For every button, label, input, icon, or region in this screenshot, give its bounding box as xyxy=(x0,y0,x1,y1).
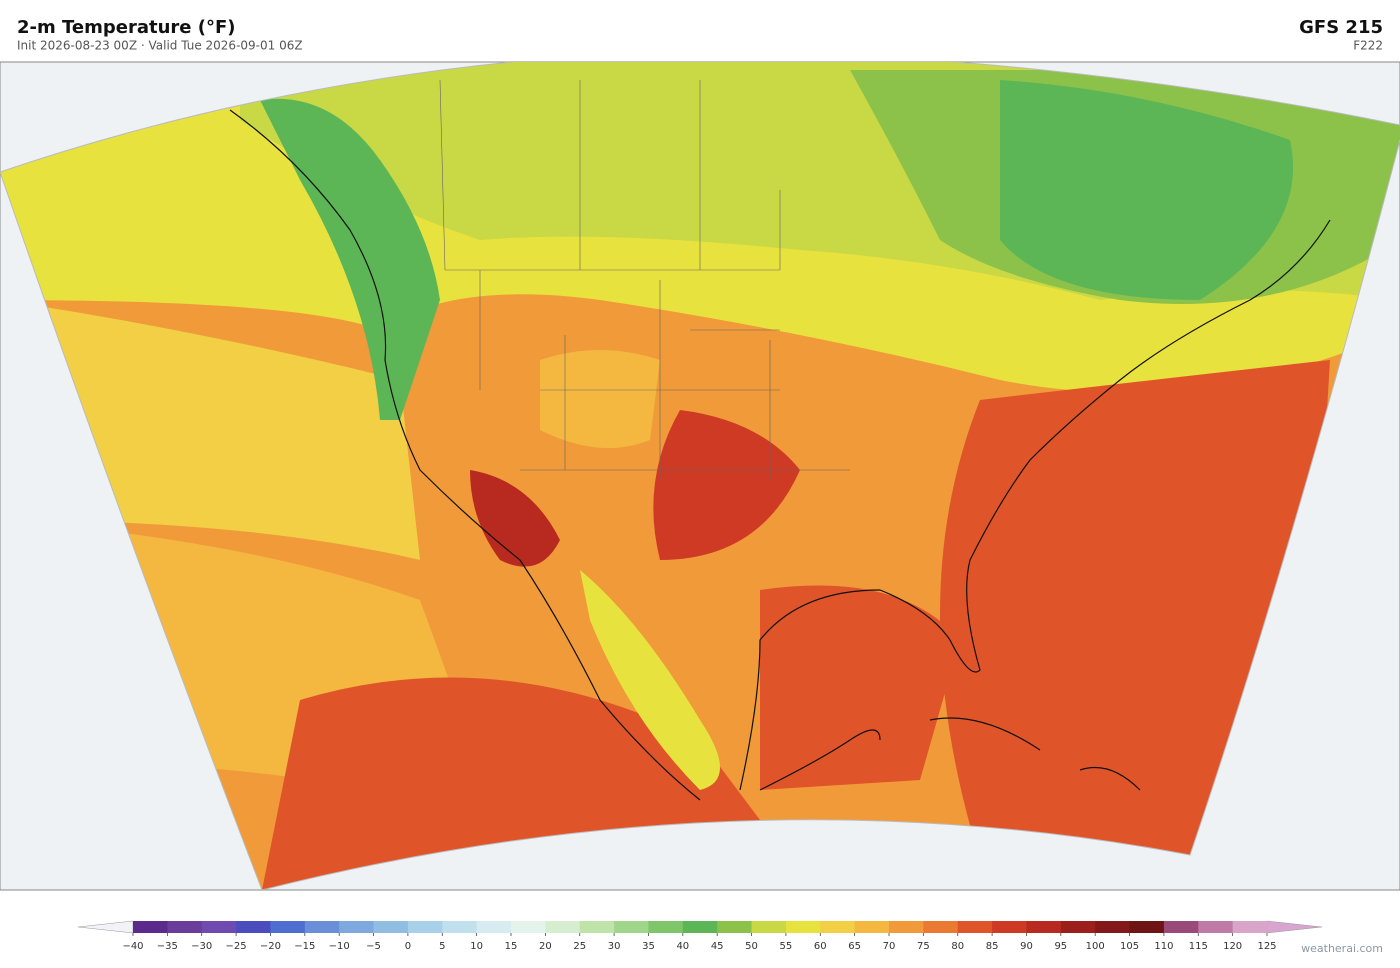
colorbar-swatch xyxy=(201,921,237,933)
colorbar-tick-label: −20 xyxy=(260,941,281,952)
colorbar-tick-label: 20 xyxy=(539,941,552,952)
colorbar-tick-label: −10 xyxy=(329,941,350,952)
subtitle: Init 2026-08-23 00Z · Valid Tue 2026-09-… xyxy=(17,39,303,53)
colorbar-tick-label: 35 xyxy=(642,941,655,952)
colorbar-tick-label: 80 xyxy=(951,941,964,952)
colorbar-swatch xyxy=(751,921,787,933)
colorbar-tick-label: 55 xyxy=(780,941,793,952)
model-label: GFS 215 xyxy=(1299,17,1383,38)
colorbar-swatch xyxy=(1026,921,1062,933)
colorbar-swatch xyxy=(1232,921,1268,933)
colorbar-tick-label: 125 xyxy=(1257,941,1276,952)
colorbar-swatch xyxy=(1129,921,1165,933)
colorbar-swatch xyxy=(1163,921,1199,933)
colorbar-swatch xyxy=(373,921,409,933)
colorbar-swatch xyxy=(648,921,684,933)
colorbar: −40 −35 −30 −25 −20 −15 −10 −5 0 5 10 15 20 25 30 35 40 4… xyxy=(77,920,1323,952)
colorbar-swatch xyxy=(236,921,271,933)
colorbar-swatch xyxy=(957,921,993,933)
colorbar-swatch xyxy=(889,921,924,933)
colorbar-tick-label: 90 xyxy=(1020,941,1033,952)
colorbar-swatch xyxy=(1095,921,1131,933)
colorbar-tick-label: 65 xyxy=(848,941,861,952)
colorbar-tick-label: 30 xyxy=(608,941,621,952)
colorbar-swatch xyxy=(339,921,375,933)
colorbar-swatch xyxy=(923,921,959,933)
colorbar-tick-label: 75 xyxy=(917,941,930,952)
colorbar-swatch xyxy=(407,921,443,933)
colorbar-swatch xyxy=(270,921,306,933)
title: 2-m Temperature (°F) xyxy=(17,17,236,38)
colorbar-tick-label: −35 xyxy=(157,941,178,952)
colorbar-swatch xyxy=(167,921,203,933)
watermark: weatherai.com xyxy=(1301,942,1383,955)
colorbar-swatch xyxy=(442,921,478,933)
colorbar-swatch xyxy=(304,921,340,933)
colorbar-swatch xyxy=(1060,921,1096,933)
colorbar-swatch xyxy=(717,921,753,933)
colorbar-swatch xyxy=(1198,921,1234,933)
colorbar-swatch xyxy=(682,921,718,933)
colorbar-tick-label: 5 xyxy=(439,941,445,952)
colorbar-tick-label: −40 xyxy=(122,941,143,952)
colorbar-tick-label: 25 xyxy=(573,941,586,952)
colorbar-swatch xyxy=(545,921,581,933)
colorbar-tick-label: −25 xyxy=(226,941,247,952)
colorbar-tick-label: −15 xyxy=(294,941,315,952)
colorbar-tick-label: 70 xyxy=(883,941,896,952)
colorbar-swatch xyxy=(785,921,821,933)
colorbar-tick-label: 95 xyxy=(1054,941,1067,952)
colorbar-tick-label: 115 xyxy=(1189,941,1208,952)
colorbar-swatch xyxy=(614,921,649,933)
map xyxy=(0,61,1400,891)
colorbar-tick-label: 100 xyxy=(1086,941,1105,952)
colorbar-tick-label: 15 xyxy=(505,941,518,952)
colorbar-tick-label: 40 xyxy=(676,941,689,952)
forecast-hour: F222 xyxy=(1353,39,1383,53)
colorbar-swatch xyxy=(820,921,856,933)
colorbar-tick-label: 50 xyxy=(745,941,758,952)
colorbar-tick-label: 85 xyxy=(986,941,999,952)
colorbar-swatch xyxy=(133,921,168,933)
colorbar-tick-label: −30 xyxy=(191,941,212,952)
colorbar-tick-label: 10 xyxy=(470,941,483,952)
colorbar-tick-label: 0 xyxy=(405,941,411,952)
colorbar-tick-label: 120 xyxy=(1223,941,1242,952)
colorbar-tick-label: 110 xyxy=(1154,941,1173,952)
colorbar-swatch xyxy=(579,921,615,933)
colorbar-swatch xyxy=(511,921,546,933)
colorbar-tick-label: −5 xyxy=(366,941,381,952)
colorbar-tick-label: 105 xyxy=(1120,941,1139,952)
colorbar-swatch xyxy=(476,921,512,933)
colorbar-swatch xyxy=(854,921,890,933)
colorbar-swatch xyxy=(992,921,1027,933)
colorbar-tick-label: 45 xyxy=(711,941,724,952)
colorbar-tick-label: 60 xyxy=(814,941,827,952)
